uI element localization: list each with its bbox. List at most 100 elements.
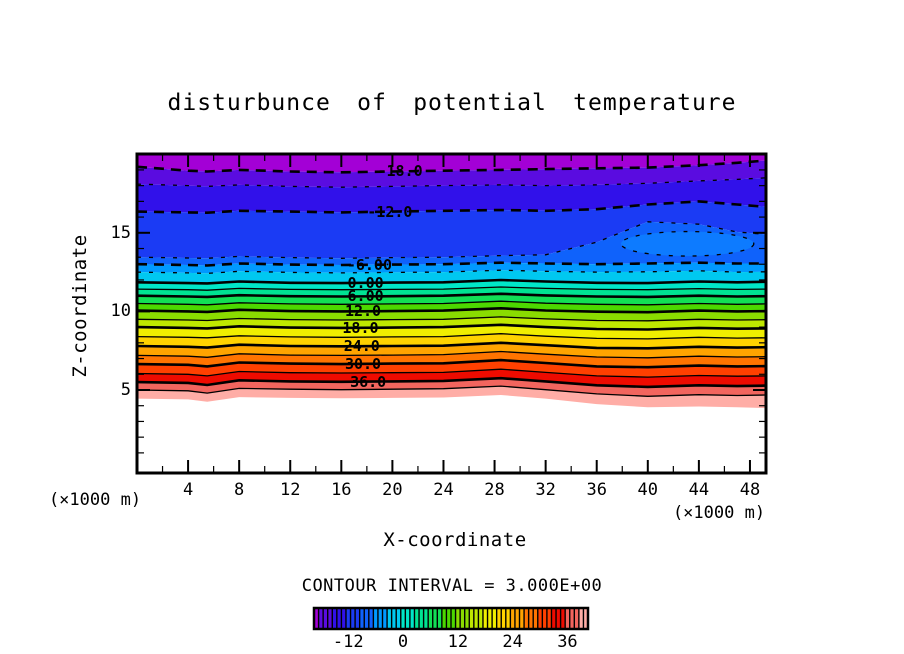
x-unit-label: (×1000 m): [672, 503, 766, 523]
colorbar-strip: [574, 608, 579, 629]
plot-area: [137, 154, 766, 409]
y-tick-label: 5: [120, 380, 131, 400]
colorbar-strip: [350, 608, 356, 629]
contour-line: [137, 278, 766, 285]
colorbar-tick-label: 36: [557, 632, 578, 652]
x-tick-label: 4: [182, 480, 194, 500]
contour-line: [137, 159, 766, 174]
colorbar-strip: [409, 608, 415, 629]
colorbar-strip: [391, 608, 397, 629]
colorbar-strip: [460, 608, 465, 629]
x-tick-label: 8: [234, 480, 245, 500]
colorbar-strip: [492, 608, 497, 629]
colorbar-strip: [556, 608, 561, 629]
x-tick-label: 28: [484, 480, 505, 500]
colorbar-tick-label: 24: [502, 632, 523, 652]
colorbar-strip: [455, 608, 461, 629]
colorbar-strip: [400, 608, 406, 629]
contour-band: [137, 221, 766, 266]
colorbar-strip: [514, 608, 520, 629]
contour-line: [137, 333, 766, 340]
contour-line: [137, 358, 766, 369]
contour-label: 36.0: [350, 372, 387, 391]
colorbar-strip: [336, 608, 342, 629]
colorbar-strip: [323, 608, 328, 629]
contour-interval-label: CONTOUR INTERVAL = 3.000E+00: [301, 576, 603, 596]
contour-label: -12.0: [367, 202, 413, 221]
contour-line: [137, 368, 766, 378]
colorbar-strip: [496, 608, 502, 629]
contour-label: 30.0: [344, 354, 382, 373]
colorbar-strip: [578, 608, 584, 629]
colorbar-strip: [423, 608, 429, 629]
colorbar-strip: [428, 608, 433, 629]
contour-band: [137, 160, 766, 188]
y-unit-label: (×1000 m): [48, 490, 142, 510]
colorbar-strip: [524, 608, 529, 629]
colorbar-strip: [542, 608, 547, 629]
x-tick-label: 48: [739, 480, 761, 500]
x-tick-label: 36: [586, 480, 607, 500]
colorbar-strip: [533, 608, 538, 629]
y-axis-label: Z-coordinate: [69, 234, 91, 378]
contour-line: [137, 292, 766, 299]
colorbar-strip: [359, 608, 365, 629]
colorbar-strip: [473, 608, 479, 629]
colorbar-strip: [569, 608, 575, 629]
contour-line: [137, 316, 766, 322]
contour-label: 12.0: [344, 302, 382, 321]
colorbar-strip: [318, 608, 324, 629]
colorbar-strip: [414, 608, 420, 629]
colorbar-strip: [341, 608, 346, 629]
colorbar-strip: [565, 608, 570, 629]
y-tick-label: 10: [110, 301, 131, 322]
colorbar-strip: [464, 608, 470, 629]
colorbar-strip: [446, 608, 451, 629]
colorbar-strip: [528, 608, 534, 629]
plot-frame: [135, 152, 768, 475]
contour-line: [137, 300, 766, 306]
colorbar-strip: [355, 608, 360, 629]
x-tick-label: 24: [433, 480, 454, 500]
colorbar-strip: [377, 608, 383, 629]
contour-label: 18.0: [342, 318, 379, 337]
colorbar-strip: [482, 608, 488, 629]
colorbar-strip: [560, 608, 566, 629]
colorbar-strip: [332, 608, 337, 629]
contour-line: [137, 306, 766, 314]
colorbar-strip: [327, 608, 333, 629]
contour-band: [137, 369, 766, 387]
colorbar-strip: [551, 608, 557, 629]
colorbar-strip: [510, 608, 515, 629]
colorbar-strip: [501, 608, 506, 629]
contour-line: [137, 385, 766, 397]
colorbar-strip: [505, 608, 511, 629]
colorbar-strip: [373, 608, 378, 629]
colorbar-strip: [537, 608, 543, 629]
contour-band: [137, 154, 766, 173]
colorbar-strip: [546, 608, 552, 629]
colorbar-strip: [437, 608, 442, 629]
colorbar-strip: [451, 608, 456, 629]
colorbar-tick-label: 0: [397, 632, 409, 652]
colorbar-strip: [519, 608, 525, 629]
contour-line: [137, 261, 766, 267]
contour-line: [137, 376, 766, 389]
contour-band: [137, 386, 766, 409]
colorbar-strip: [364, 608, 369, 629]
contour-line: [137, 350, 766, 359]
closed-contour-ellipse: [620, 230, 755, 257]
contour-line: [137, 323, 766, 331]
contour-label: -6.00: [346, 255, 392, 274]
x-axis-label: X-coordinate: [383, 529, 527, 551]
x-tick-label: 20: [382, 480, 403, 500]
contour-line: [137, 286, 766, 291]
colorbar-strip: [382, 608, 388, 629]
colorbar-strip: [469, 608, 474, 629]
colorbar-strip: [396, 608, 401, 629]
x-tick-label: 32: [535, 480, 556, 500]
colorbar-strip: [345, 608, 351, 629]
y-tick-label: 15: [110, 222, 131, 243]
